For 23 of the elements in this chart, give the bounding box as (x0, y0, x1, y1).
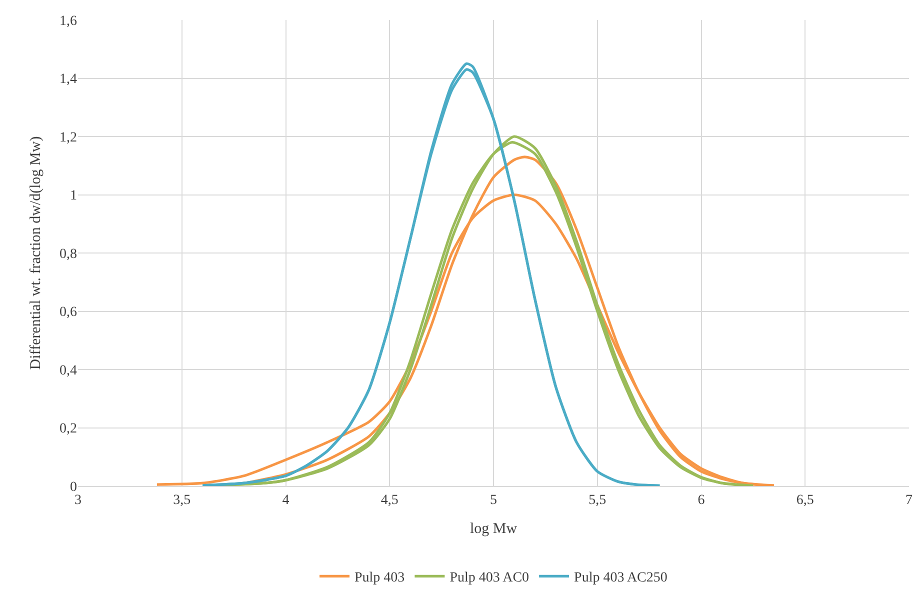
y-tick-label: 1,6 (60, 14, 77, 29)
x-tick-label: 3,5 (173, 492, 191, 508)
x-axis-title: log Mw (470, 520, 518, 537)
y-tick-label: 1 (70, 188, 77, 204)
x-tick-label: 4 (282, 492, 290, 508)
legend-label: Pulp 403 AC250 (574, 570, 668, 586)
x-tick-label: 3 (74, 492, 82, 508)
y-tick-label: 0,4 (60, 363, 77, 378)
y-tick-label: 0 (70, 480, 77, 495)
x-tick-label: 6 (698, 492, 705, 508)
x-tick-label: 5,5 (588, 492, 606, 508)
legend-label: Pulp 403 (354, 570, 405, 586)
y-tick-label: 1,2 (60, 130, 77, 146)
x-tick-label: 5 (490, 492, 497, 508)
y-axis-title: Differential wt. fraction dw/d(log Mw) (28, 136, 44, 370)
x-tick-label: 7 (906, 492, 912, 508)
y-tick-label: 0,2 (60, 422, 77, 437)
legend-label: Pulp 403 AC0 (450, 570, 530, 586)
y-tick-label: 0,8 (60, 246, 77, 262)
y-tick-label: 1,4 (60, 72, 77, 88)
x-tick-label: 6,5 (796, 492, 814, 508)
x-tick-label: 4,5 (380, 492, 398, 508)
y-tick-label: 0,6 (60, 305, 77, 320)
